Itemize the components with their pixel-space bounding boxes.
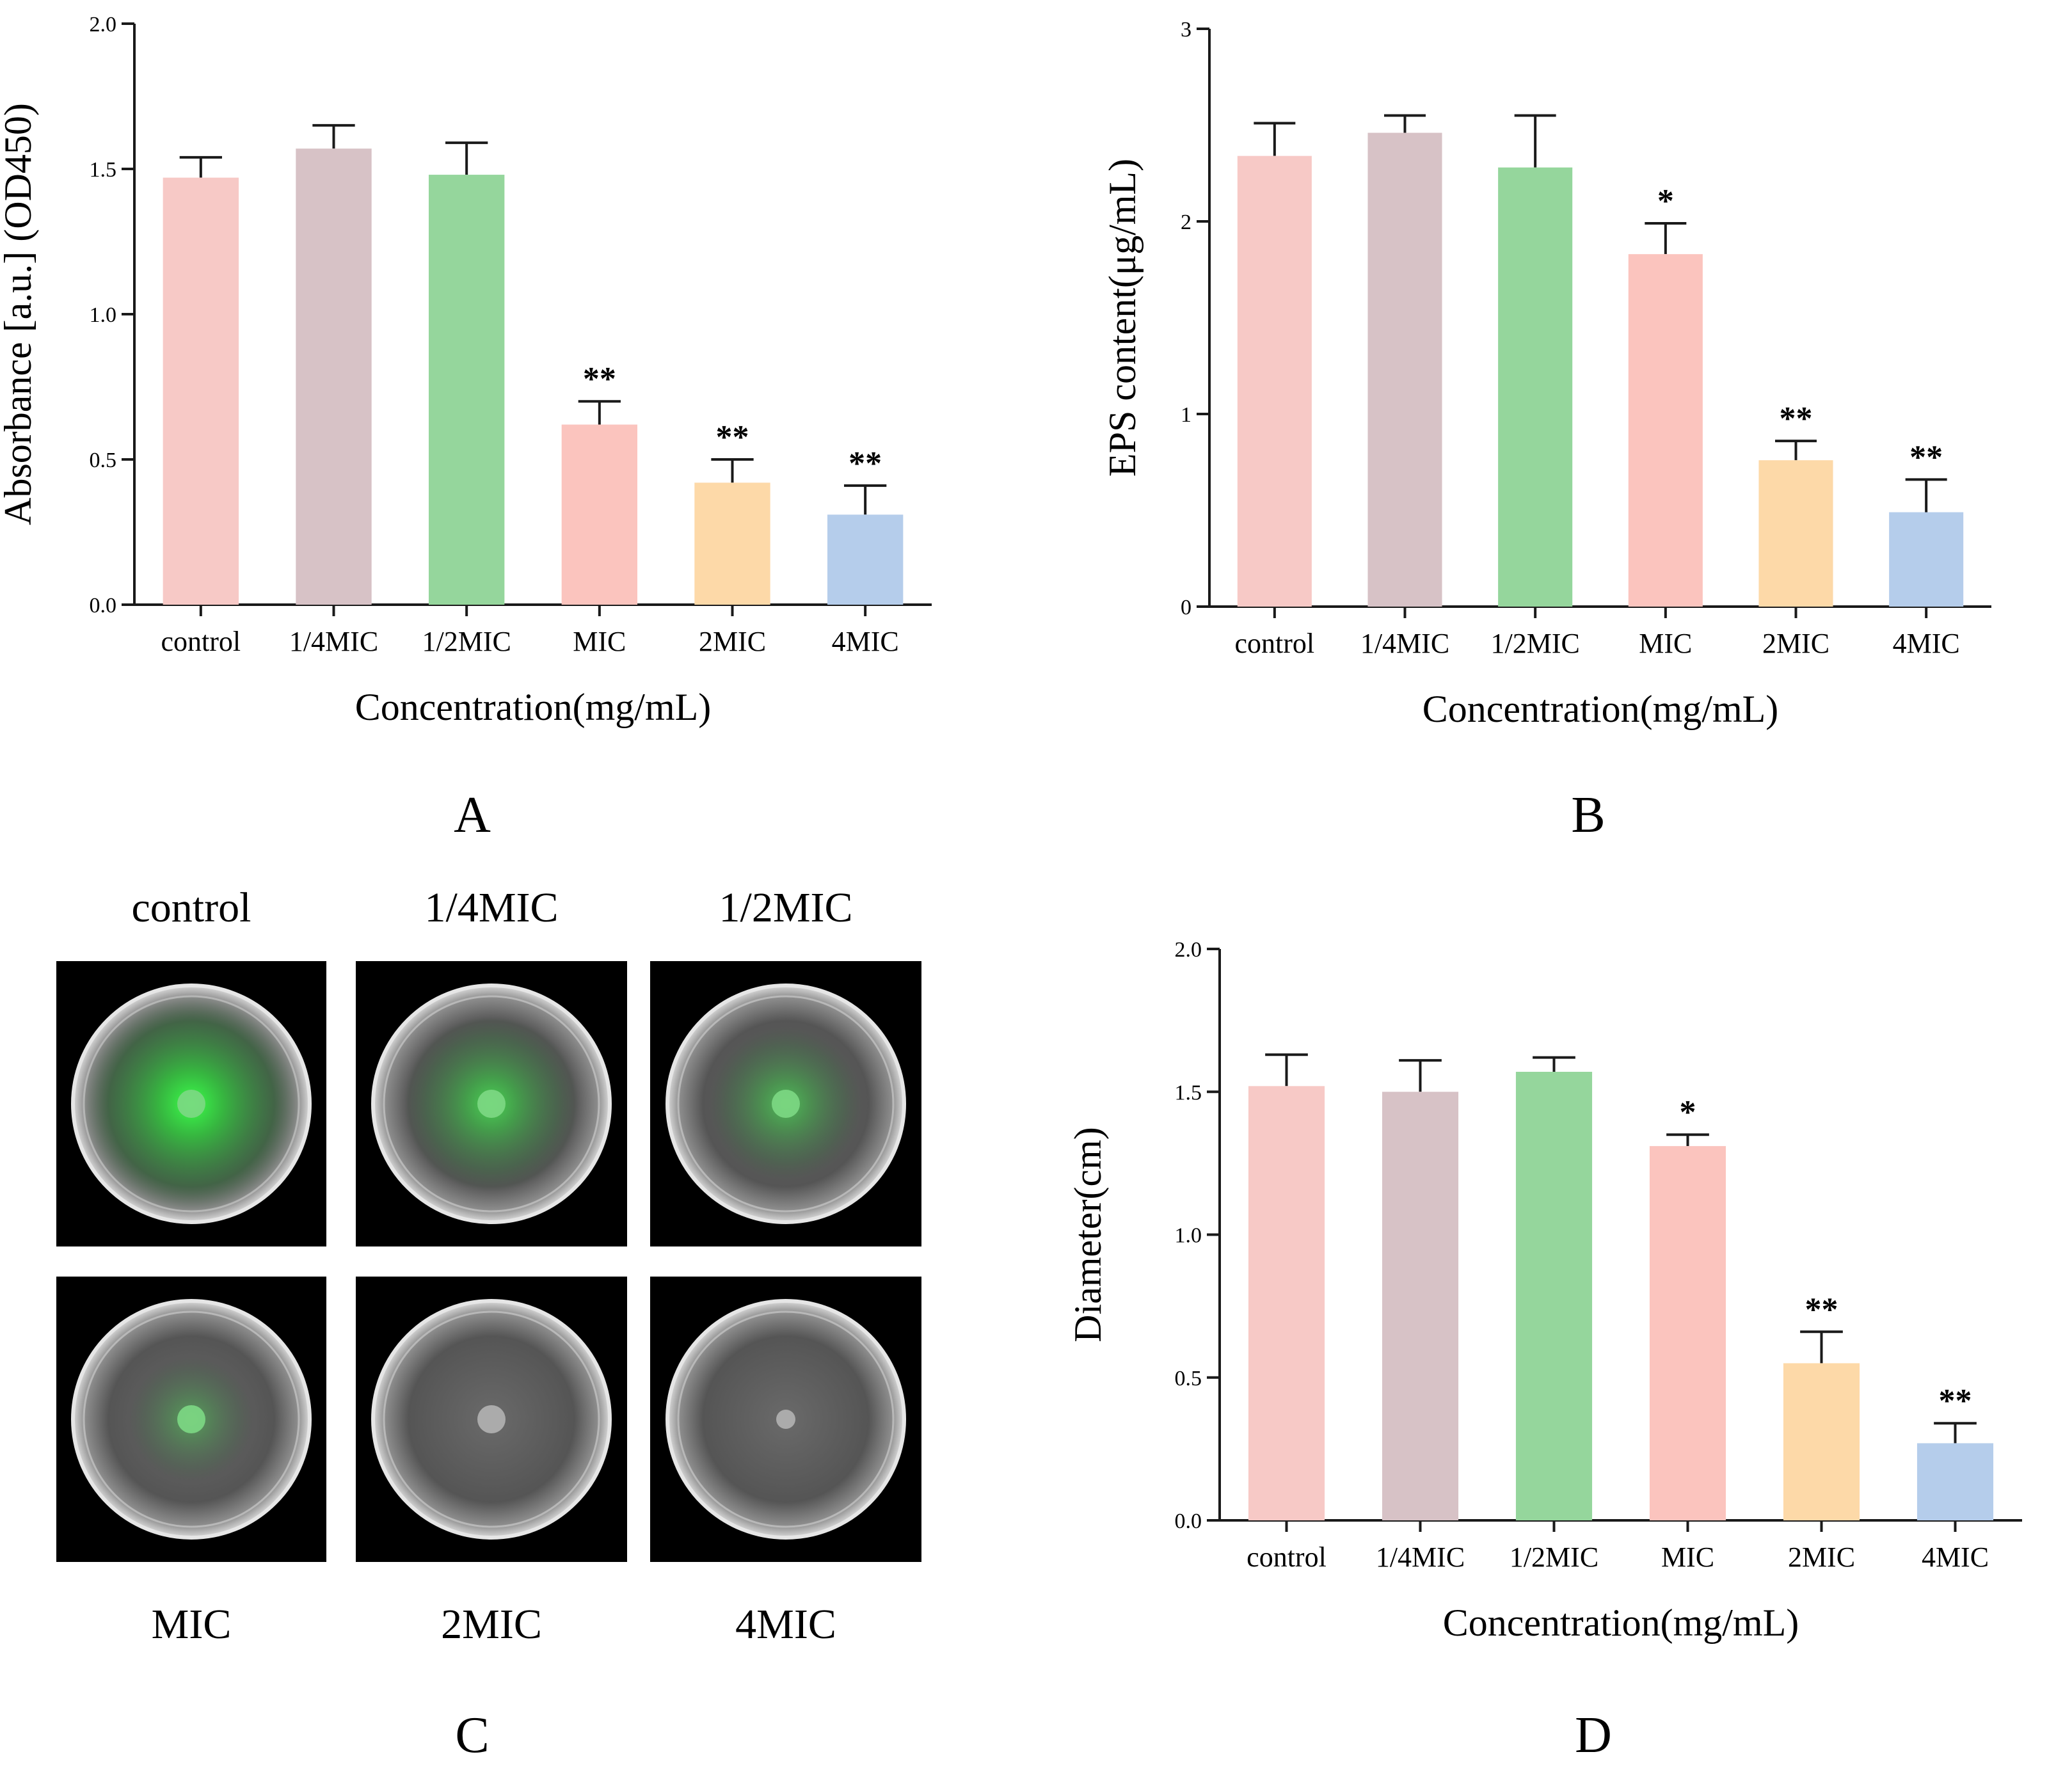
bar-d-1 bbox=[1382, 1092, 1459, 1520]
category-label: 1/2MIC bbox=[1510, 1541, 1598, 1573]
category-label: 2MIC bbox=[699, 626, 766, 657]
petri-dish-rim bbox=[383, 1310, 600, 1528]
y-tick-label: 1 bbox=[1181, 403, 1191, 427]
plate-label: MIC bbox=[152, 1601, 232, 1648]
bar-d-2 bbox=[1515, 1071, 1593, 1520]
y-tick-label: 0 bbox=[1181, 596, 1191, 619]
y-tick-label: 0.0 bbox=[1175, 1509, 1202, 1533]
y-tick-label: 3 bbox=[1181, 18, 1191, 42]
significance-mark: ** bbox=[1780, 401, 1813, 437]
category-label: control bbox=[161, 626, 241, 657]
significance-mark: * bbox=[1657, 183, 1674, 219]
bar-a-0 bbox=[163, 177, 239, 605]
y-tick-label: 0.0 bbox=[90, 594, 117, 617]
y-tick-label: 2 bbox=[1181, 211, 1191, 234]
y-tick-label: 0.5 bbox=[1175, 1367, 1202, 1390]
y-tick-label: 1.0 bbox=[1175, 1224, 1202, 1248]
chart-b: 0 1 2 3 control 1/4MIC 1/2MIC * MIC ** 2MIC ** 4MIC C… bbox=[1101, 18, 1991, 730]
petri-dish-rim bbox=[677, 995, 895, 1213]
petri-dish-rim bbox=[83, 1310, 300, 1528]
panel-label-c: C bbox=[455, 1707, 489, 1764]
category-label: MIC bbox=[1661, 1541, 1714, 1573]
category-label: 4MIC bbox=[832, 626, 899, 657]
x-axis-title: Concentration(mg/mL) bbox=[355, 686, 712, 728]
bar-a-2 bbox=[428, 175, 505, 605]
petri-dish-rim bbox=[677, 1310, 895, 1528]
category-label: 1/2MIC bbox=[1490, 628, 1579, 659]
bar-b-1 bbox=[1367, 132, 1442, 607]
significance-mark: * bbox=[1680, 1094, 1696, 1131]
plate-label: 1/2MIC bbox=[719, 884, 852, 931]
category-label: 1/4MIC bbox=[1360, 628, 1449, 659]
colony-spot bbox=[776, 1410, 795, 1429]
y-axis-title: Absorbance [a.u.] (OD450) bbox=[0, 103, 39, 525]
y-tick-label: 2.0 bbox=[90, 13, 117, 36]
bar-b-3 bbox=[1628, 254, 1703, 607]
category-label: 1/4MIC bbox=[289, 626, 378, 657]
y-tick-label: 1.5 bbox=[1175, 1081, 1202, 1104]
bar-d-0 bbox=[1248, 1086, 1325, 1520]
category-label: 1/4MIC bbox=[1376, 1541, 1465, 1573]
petri-dish-rim bbox=[383, 995, 600, 1213]
colony-spot bbox=[772, 1090, 800, 1118]
significance-mark: ** bbox=[1939, 1383, 1972, 1419]
bar-b-0 bbox=[1237, 155, 1312, 607]
colony-spot bbox=[177, 1090, 205, 1118]
category-label: 4MIC bbox=[1893, 628, 1960, 659]
colony-spot bbox=[177, 1405, 205, 1433]
panel-label-d: D bbox=[1575, 1707, 1612, 1764]
plate-label: control bbox=[132, 884, 251, 931]
bar-d-4 bbox=[1783, 1363, 1860, 1520]
significance-mark: ** bbox=[1805, 1291, 1838, 1328]
panel-label-a: A bbox=[454, 787, 491, 843]
chart-d: 0.0 0.5 1.0 1.5 2.0 control 1/4MIC 1/2MIC * MIC **… bbox=[1067, 938, 2022, 1644]
chart-a: 0.0 0.5 1.0 1.5 2.0 control 1/4MIC 1/2MIC ** MIC *… bbox=[0, 13, 932, 728]
category-label: MIC bbox=[1639, 628, 1692, 659]
y-tick-label: 1.0 bbox=[90, 303, 117, 327]
bar-d-5 bbox=[1917, 1443, 1994, 1520]
category-label: control bbox=[1235, 628, 1315, 659]
significance-mark: ** bbox=[583, 361, 616, 397]
bar-b-5 bbox=[1889, 512, 1964, 607]
significance-mark: ** bbox=[1909, 439, 1943, 475]
panel-label-b: B bbox=[1571, 787, 1605, 843]
colony-spot bbox=[477, 1405, 506, 1433]
bar-d-3 bbox=[1649, 1146, 1726, 1520]
y-axis-title: Diameter(cm) bbox=[1067, 1127, 1109, 1342]
y-tick-label: 0.5 bbox=[90, 449, 117, 472]
colony-spot bbox=[477, 1090, 506, 1118]
y-axis-title: EPS content(μg/mL) bbox=[1101, 159, 1144, 477]
bar-a-4 bbox=[694, 482, 770, 605]
x-axis-title: Concentration(mg/mL) bbox=[1423, 688, 1779, 730]
x-axis-title: Concentration(mg/mL) bbox=[1443, 1602, 1799, 1644]
plate-label: 1/4MIC bbox=[424, 884, 558, 931]
plate-grid: control 1/4MIC 1/2MIC MIC 2MIC 4MIC bbox=[56, 884, 921, 1648]
y-tick-label: 2.0 bbox=[1175, 938, 1202, 962]
plate-label: 2MIC bbox=[441, 1601, 542, 1648]
bar-b-4 bbox=[1758, 460, 1833, 607]
category-label: 2MIC bbox=[1762, 628, 1829, 659]
bar-a-3 bbox=[561, 424, 638, 605]
significance-mark: ** bbox=[849, 445, 882, 482]
plate-label: 4MIC bbox=[735, 1601, 836, 1648]
category-label: 2MIC bbox=[1788, 1541, 1855, 1573]
significance-mark: ** bbox=[716, 419, 749, 456]
bar-a-1 bbox=[296, 148, 372, 605]
category-label: control bbox=[1247, 1541, 1327, 1573]
category-label: MIC bbox=[573, 626, 626, 657]
bar-b-2 bbox=[1498, 167, 1573, 607]
bar-a-5 bbox=[827, 514, 904, 605]
category-label: 1/2MIC bbox=[422, 626, 511, 657]
y-tick-label: 1.5 bbox=[90, 158, 117, 182]
category-label: 4MIC bbox=[1922, 1541, 1989, 1573]
